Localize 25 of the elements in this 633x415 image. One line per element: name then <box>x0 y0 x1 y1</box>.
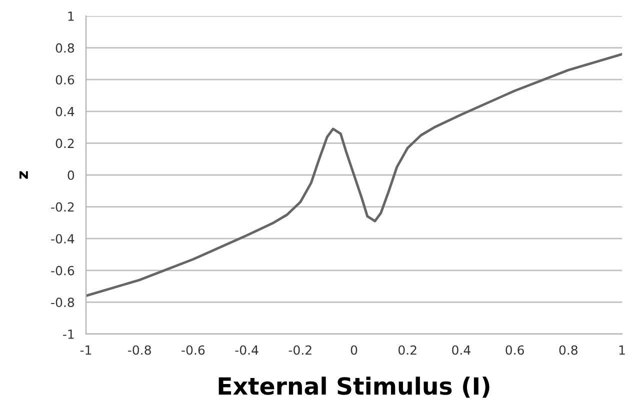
x-tick-label: 0.8 <box>559 345 578 355</box>
y-tick-label: 0.6 <box>56 75 74 85</box>
x-tick-label: 0.6 <box>506 345 524 355</box>
y-axis-title: z <box>20 171 28 179</box>
y-tick-label: -0.6 <box>51 266 74 276</box>
y-tick-label: -0.8 <box>51 298 74 308</box>
y-tick-label: 0.2 <box>56 138 74 148</box>
y-tick-label: -0.4 <box>51 234 74 244</box>
x-tick-label: -1 <box>80 345 92 355</box>
y-tick-label: 1 <box>68 12 74 21</box>
x-tick-label: -0.4 <box>235 345 258 355</box>
line-series <box>86 52 622 298</box>
x-axis-title: External Stimulus (I) <box>218 376 490 398</box>
x-tick-label: 0 <box>350 345 358 355</box>
y-tick-label: 0.4 <box>56 106 74 116</box>
x-tick-label: -0.8 <box>128 345 151 355</box>
x-tick-label: 0.2 <box>398 345 416 355</box>
x-tick-label: -0.6 <box>182 345 205 355</box>
y-tick-label: 0.8 <box>56 43 74 53</box>
x-tick-label: 0.4 <box>452 345 470 355</box>
y-tick-label: -1 <box>63 330 74 339</box>
y-tick-label: 0 <box>68 170 74 180</box>
x-tick-label: -0.2 <box>288 345 312 355</box>
x-tick-label: 1 <box>619 345 625 355</box>
y-tick-label: -0.2 <box>51 202 74 212</box>
